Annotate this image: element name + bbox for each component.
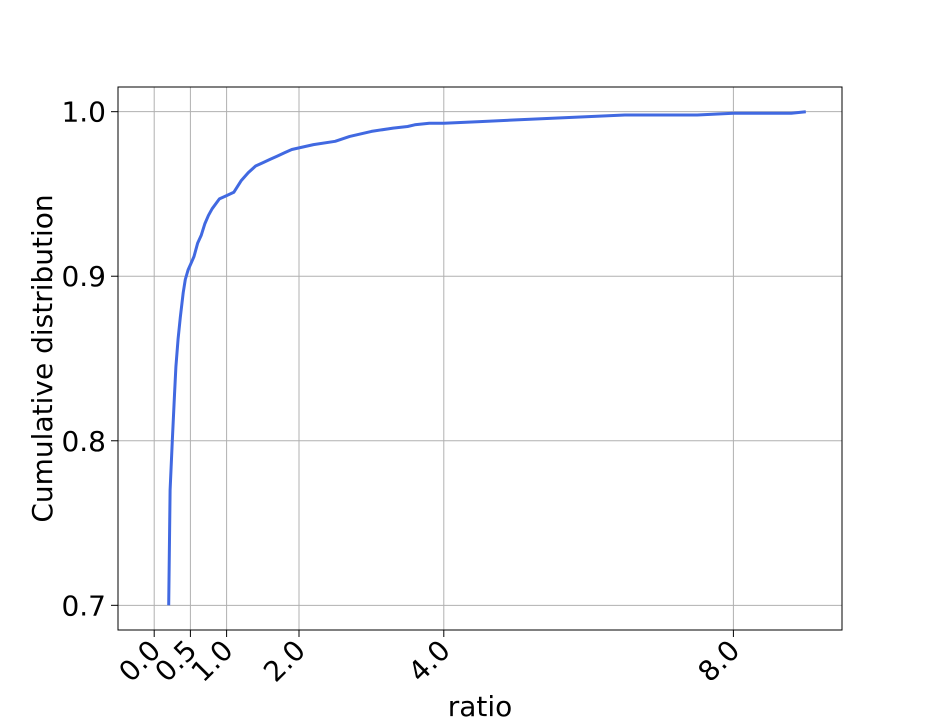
x-tick-label: 8.0	[692, 634, 747, 689]
y-tick-label: 0.7	[61, 589, 106, 622]
y-axis-label: Cumulative distribution	[26, 194, 59, 522]
y-tick-label: 0.8	[61, 425, 106, 458]
x-axis-label: ratio	[448, 690, 513, 720]
grid	[118, 87, 842, 630]
series-layer	[167, 110, 806, 606]
y-tick-label: 1.0	[61, 96, 106, 129]
x-tick-label: 2.0	[257, 634, 312, 689]
ticks: 0.00.51.0 2.0 4.0 8.00.70.80.91.0	[61, 96, 746, 689]
series-line	[167, 110, 806, 606]
y-tick-label: 0.9	[61, 260, 106, 293]
x-tick-label: 1.0	[185, 634, 240, 689]
plot-frame	[117, 86, 843, 631]
x-tick-label: 4.0	[402, 634, 457, 689]
